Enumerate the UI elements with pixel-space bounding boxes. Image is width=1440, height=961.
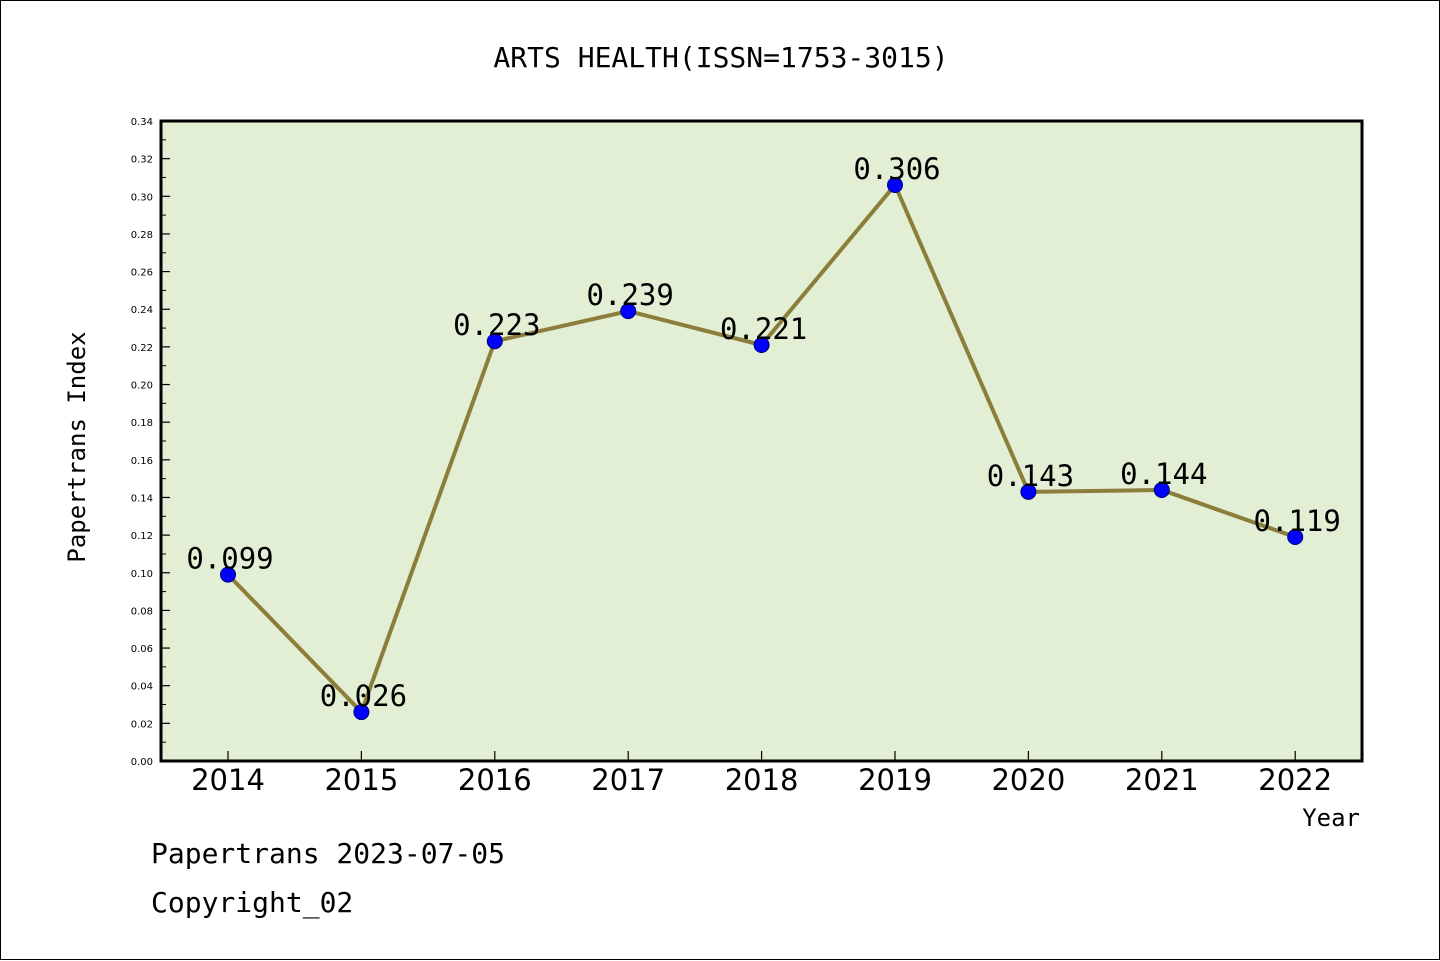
y-tick-label: 0.22: [131, 343, 153, 354]
x-tick-label: 2021: [1125, 763, 1199, 797]
data-label: 0.223: [453, 308, 540, 342]
data-label: 0.026: [320, 679, 407, 713]
y-tick-label: 0.34: [131, 117, 153, 128]
x-tick-label: 2016: [458, 763, 532, 797]
data-labels: 0.099 0.026 0.223 0.239 0.221 0.306 0.143 0.144…: [186, 152, 1341, 713]
data-point: [887, 177, 903, 193]
data-label: 0.239: [587, 278, 674, 312]
y-tick-label: 0.20: [131, 381, 153, 392]
y-tick-label: 0.28: [131, 230, 153, 241]
y-tick-label: 0.02: [131, 719, 153, 730]
data-label: 0.119: [1254, 504, 1341, 538]
y-axis-ticks: 0.00 0.02 0.04 0.06 0.08 0.10 0.12 0.14 0.16 0.18…: [131, 117, 170, 768]
data-point: [1153, 481, 1170, 498]
x-tick-label: 2020: [991, 763, 1065, 797]
data-point: [620, 303, 637, 320]
y-tick-label: 0.16: [131, 456, 153, 467]
y-tick-label: 0.30: [131, 192, 153, 203]
x-tick-label: 2019: [858, 763, 932, 797]
data-point: [486, 333, 503, 350]
y-tick-label: 0.08: [131, 606, 153, 617]
data-label: 0.099: [186, 542, 273, 576]
data-point: [1287, 529, 1304, 545]
y-axis-label: Papertrans Index: [63, 331, 91, 562]
data-label: 0.221: [720, 312, 807, 346]
x-tick-label: 2015: [324, 763, 398, 797]
data-label: 0.143: [987, 459, 1074, 493]
data-points: [220, 177, 1304, 721]
x-axis-ticks: 2014 2015 2016 2017 2018 2019 2020 2021 2022: [191, 751, 1332, 797]
x-tick-label: 2017: [591, 763, 665, 797]
footer-copyright: Copyright_02: [151, 886, 354, 919]
chart-title: ARTS HEALTH(ISSN=1753-3015): [493, 41, 948, 74]
y-tick-label: 0.06: [131, 644, 153, 655]
y-tick-label: 0.26: [131, 268, 153, 279]
y-tick-label: 0.24: [131, 305, 153, 316]
plot-area: [159, 119, 1364, 763]
data-label: 0.306: [853, 152, 940, 186]
footer-date: Papertrans 2023-07-05: [151, 837, 506, 870]
y-tick-label: 0.14: [131, 493, 153, 504]
data-point: [1020, 483, 1037, 500]
x-axis-label: Year: [1302, 804, 1360, 832]
data-point: [220, 566, 236, 583]
x-tick-label: 2022: [1258, 763, 1332, 797]
y-tick-label: 0.18: [131, 418, 153, 429]
data-label: 0.144: [1120, 457, 1207, 491]
x-tick-label: 2018: [725, 763, 799, 797]
y-tick-label: 0.10: [131, 569, 153, 580]
data-point: [353, 704, 370, 721]
y-tick-label: 0.00: [131, 757, 153, 768]
data-point: [753, 337, 770, 353]
y-tick-label: 0.12: [131, 531, 153, 542]
y-tick-label: 0.04: [131, 682, 153, 693]
x-tick-label: 2014: [191, 763, 265, 797]
y-tick-label: 0.32: [131, 155, 153, 166]
